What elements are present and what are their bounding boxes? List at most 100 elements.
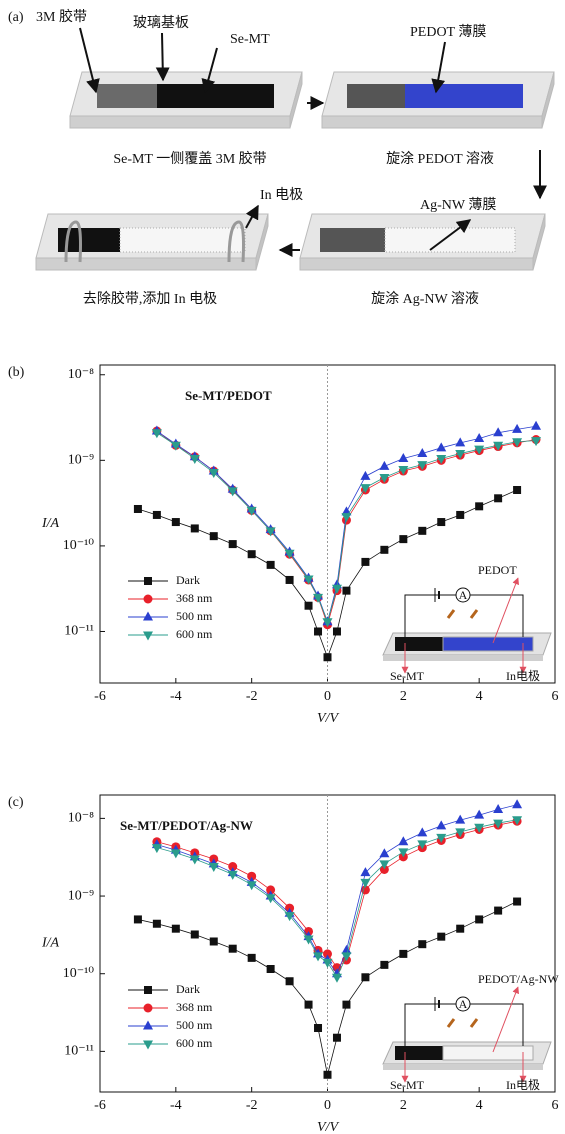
data-point — [322, 958, 333, 968]
data-point — [399, 535, 408, 544]
data-point — [133, 915, 142, 924]
slab — [299, 257, 534, 271]
pedot — [405, 84, 523, 108]
data-point — [303, 935, 314, 945]
data-point — [456, 924, 465, 933]
inset-meter-label: A — [459, 588, 468, 602]
data-point — [361, 973, 370, 982]
data-point — [208, 863, 219, 873]
electrode — [64, 220, 82, 263]
data-point — [398, 836, 409, 846]
data-point — [247, 953, 256, 962]
data-point — [398, 848, 409, 858]
data-point — [209, 532, 218, 541]
data-point — [379, 848, 390, 858]
inset-pointer — [492, 986, 520, 1053]
data-point — [456, 510, 465, 519]
data-point — [332, 1033, 341, 1042]
data-point — [493, 819, 504, 829]
data-point — [455, 828, 466, 838]
data-point — [266, 965, 275, 974]
legend-label: Dark — [176, 573, 200, 587]
data-point — [246, 881, 257, 891]
data-point — [380, 545, 389, 554]
series-line — [156, 430, 537, 627]
data-point — [152, 919, 161, 928]
x-tick-label: -4 — [170, 689, 182, 704]
slab — [69, 115, 291, 129]
data-point — [189, 855, 200, 865]
data-point — [417, 827, 428, 837]
data-point — [379, 460, 390, 470]
label: Se-MT — [230, 32, 270, 47]
y-tick-label: 10⁻¹¹ — [64, 1044, 94, 1059]
caption: 去除胶带,添加 In 电极 — [83, 290, 217, 307]
inset-film — [442, 1045, 534, 1061]
arrows — [79, 27, 547, 257]
panel-label: (c) — [8, 795, 24, 810]
data-point — [342, 586, 351, 595]
legend-label: 600 nm — [176, 1036, 213, 1050]
data-point — [437, 518, 446, 527]
x-tick-label: -6 — [94, 1098, 106, 1113]
se-mt — [157, 84, 274, 108]
data-point — [323, 949, 332, 959]
data-point — [494, 906, 503, 915]
caption: 旋涂 Ag-NW 溶液 — [371, 291, 479, 307]
data-point — [380, 960, 389, 969]
data-point — [417, 461, 428, 471]
electrode — [227, 220, 245, 263]
data-point — [493, 804, 504, 814]
legend-marker — [144, 577, 152, 585]
data-point — [247, 871, 257, 881]
ag-nw — [384, 227, 516, 253]
data-point — [170, 849, 181, 859]
data-point — [246, 506, 257, 516]
y-tick-label: 10⁻⁹ — [68, 888, 94, 903]
data-point — [475, 915, 484, 924]
x-tick-label: 2 — [400, 1098, 407, 1113]
tape — [347, 84, 405, 108]
data-point — [493, 427, 504, 437]
panel-label: (a) — [8, 10, 24, 25]
data-point — [313, 952, 324, 962]
data-point — [171, 518, 180, 527]
data-point — [341, 944, 352, 954]
data-point — [208, 469, 219, 479]
x-tick-label: 4 — [476, 1098, 483, 1113]
data-point — [151, 429, 162, 439]
inset-film-label: PEDOT — [478, 563, 517, 577]
x-tick-label: 4 — [476, 689, 483, 704]
inset-pointer — [492, 577, 520, 644]
panel-a: (a) 3M 胶带 玻璃基板 Se-MT PEDOT 薄膜 Se-MT 一侧覆盖… — [8, 8, 555, 307]
legend-label: 500 nm — [176, 609, 213, 623]
data-point — [171, 924, 180, 933]
inset-light — [446, 609, 479, 619]
y-tick-label: 10⁻¹⁰ — [63, 966, 95, 981]
legend-marker — [143, 1003, 153, 1013]
legend-label: 368 nm — [176, 1000, 213, 1014]
x-tick-label: 6 — [552, 689, 559, 704]
data-point — [418, 940, 427, 949]
data-point — [322, 618, 333, 628]
data-point — [227, 870, 238, 880]
inset-se-mt — [395, 1046, 443, 1060]
x-tick-label: 2 — [400, 689, 407, 704]
data-point — [190, 930, 199, 939]
label: 3M 胶带 — [36, 8, 87, 25]
y-tick-label: 10⁻¹¹ — [64, 624, 94, 639]
x-tick-label: -2 — [246, 689, 258, 704]
inset-left-label: Se-MT — [390, 1078, 425, 1092]
legend-label: 368 nm — [176, 591, 213, 605]
data-point — [133, 504, 142, 513]
legend-marker — [143, 631, 153, 641]
x-tick-label: -6 — [94, 689, 106, 704]
slab — [289, 71, 303, 129]
label: In 电极 — [260, 187, 303, 203]
slab — [255, 213, 269, 271]
data-point — [151, 844, 162, 854]
data-point — [398, 453, 409, 463]
legend-marker — [143, 594, 153, 604]
y-axis-label: I/A — [41, 936, 60, 951]
data-point — [152, 510, 161, 519]
